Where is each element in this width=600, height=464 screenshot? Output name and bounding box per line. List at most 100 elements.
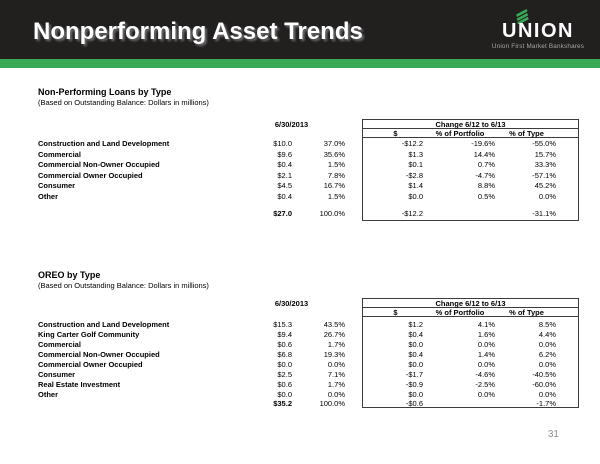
cell-pct: 0.0% [327, 360, 345, 369]
table-row: Commercial Non-Owner Occupied $0.4 1.5% $0.… [38, 160, 556, 171]
cell-label: King Carter Golf Community [38, 330, 140, 339]
cell-chg_type: 6.2% [538, 350, 556, 359]
table-row: Construction and Land Development $10.0 37… [38, 139, 556, 150]
cell-amount: $0.6 [277, 340, 292, 349]
cell-chg_portfolio: 0.5% [477, 191, 495, 201]
section-title: OREO by Type [38, 270, 101, 280]
col-header-dollar: $ [393, 129, 398, 138]
cell-amount: $0.6 [277, 380, 292, 389]
page-number: 31 [547, 429, 559, 440]
cell-pct: 0.0% [327, 390, 345, 399]
cell-chg_portfolio: 0.0% [477, 390, 495, 399]
cell-amount: $4.5 [277, 181, 292, 190]
change-column-headers: $ % of Portfolio % of Type [363, 129, 578, 138]
table-row: Commercial Owner Occupied $0.0 0.0% $0.0 0.0… [38, 360, 556, 370]
table-row: Construction and Land Development $15.3 43… [38, 320, 556, 330]
cell-chg_portfolio: 1.6% [477, 330, 495, 339]
cell-chg_type: 4.4% [538, 330, 556, 339]
cell-pct: 7.1% [327, 370, 345, 379]
cell-label: Commercial Non-Owner Occupied [38, 160, 160, 169]
cell-label: Other [38, 390, 59, 399]
cell-chg_type: 15.7% [534, 149, 556, 159]
change-box: Change 6/12 to 6/13 $ % of Portfolio % o… [362, 298, 579, 408]
cell-pct: 19.3% [323, 350, 345, 359]
section-subtitle: (Based on Outstanding Balance: Dollars i… [38, 281, 209, 290]
cell-amount: $6.8 [277, 350, 292, 359]
col-header-pct-portfolio: % of Portfolio [435, 308, 485, 317]
cell-label: Commercial Non-Owner Occupied [38, 350, 160, 359]
cell-label: Consumer [38, 181, 76, 190]
cell-label: Commercial Owner Occupied [38, 170, 143, 180]
cell-chg_type: 0.0% [538, 340, 556, 349]
union-logo-tagline: Union First Market Bankshares [491, 43, 585, 50]
cell-chg_type: -40.5% [532, 370, 556, 379]
cell-total-amount: $27.0 [273, 209, 292, 218]
cell-amount: $0.0 [277, 360, 292, 369]
slide-header-bar: Nonperforming Asset Trends UNION Union F… [0, 0, 600, 59]
table-rows: Construction and Land Development $15.3 43… [38, 320, 556, 400]
table-row: Commercial $0.6 1.7% $0.0 0.0% 0.0% [38, 340, 556, 350]
table-rows: Construction and Land Development $10.0 37… [38, 139, 556, 202]
table-row: Commercial Non-Owner Occupied $6.8 19.3% $0… [38, 350, 556, 360]
cell-chg_type: 45.2% [534, 181, 556, 190]
section-subtitle: (Based on Outstanding Balance: Dollars i… [38, 98, 209, 107]
cell-pct: 26.7% [323, 330, 345, 339]
cell-amount: $0.4 [277, 160, 292, 169]
cell-label: Commercial [38, 149, 81, 159]
union-leaf-icon [516, 9, 529, 24]
cell-chg_amount: $0.0 [408, 390, 423, 399]
cell-chg_amount: $0.0 [408, 191, 423, 201]
cell-label: Commercial Owner Occupied [38, 360, 143, 369]
date-column-header: 6/30/2013 [274, 120, 309, 129]
cell-chg_amount: -$2.8 [405, 170, 423, 180]
cell-pct: 16.7% [323, 181, 345, 190]
accent-stripe [0, 59, 600, 68]
table-row: Consumer $4.5 16.7% $1.4 8.8% 45.2% [38, 181, 556, 192]
cell-amount: $2.1 [277, 170, 292, 180]
cell-chg_portfolio: -4.6% [475, 370, 495, 379]
section-title: Non-Performing Loans by Type [38, 87, 172, 97]
union-logo-text: UNION [502, 20, 574, 42]
change-box-title: Change 6/12 to 6/13 [363, 120, 578, 129]
section-nonperforming-loans: Non-Performing Loans by Type (Based on O… [0, 87, 600, 237]
table-row: Real Estate Investment $0.6 1.7% -$0.9 -2.5%… [38, 380, 556, 390]
table-row: Commercial Owner Occupied $2.1 7.8% -$2.8 -4… [38, 171, 556, 182]
cell-chg_amount: $1.2 [408, 320, 423, 329]
cell-chg_type: 0.0% [538, 390, 556, 399]
cell-label: Real Estate Investment [38, 380, 121, 389]
cell-pct: 35.6% [323, 149, 345, 159]
cell-chg_type: -55.0% [532, 139, 556, 148]
col-header-pct-type: % of Type [509, 308, 544, 317]
table-row: Commercial $9.6 35.6% $1.3 14.4% 15.7% [38, 150, 556, 161]
cell-amount: $15.3 [273, 320, 292, 329]
cell-amount: $10.0 [273, 139, 292, 148]
cell-label: Construction and Land Development [38, 320, 170, 329]
date-column-header: 6/30/2013 [274, 299, 309, 308]
cell-chg_portfolio: -4.7% [475, 170, 495, 180]
change-box: Change 6/12 to 6/13 $ % of Portfolio % o… [362, 119, 579, 221]
cell-pct: 37.0% [323, 139, 345, 148]
cell-pct: 1.5% [327, 191, 345, 201]
cell-label: Commercial [38, 340, 81, 349]
cell-total-amount: $35.2 [273, 399, 292, 408]
cell-chg_portfolio: -19.6% [471, 139, 495, 148]
table-row: King Carter Golf Community $9.4 26.7% $0.4 1… [38, 330, 556, 340]
table-row: Other $0.4 1.5% $0.0 0.5% 0.0% [38, 192, 556, 203]
cell-chg_amount: -$1.7 [405, 370, 423, 379]
section-oreo: OREO by Type (Based on Outstanding Balan… [0, 270, 600, 420]
cell-chg_portfolio: 0.7% [477, 160, 495, 169]
table-total-row: $27.0 100.0% -$12.2 -31.1% [38, 209, 556, 220]
col-header-pct-portfolio: % of Portfolio [435, 129, 485, 138]
union-logo: UNION Union First Market Bankshares [492, 6, 584, 54]
cell-total-chg-type: -31.1% [532, 209, 556, 218]
cell-chg_amount: $0.0 [408, 340, 423, 349]
cell-chg_type: 8.5% [538, 320, 556, 329]
cell-pct: 1.5% [327, 160, 345, 169]
cell-total-pct: 100.0% [319, 399, 345, 408]
cell-amount: $9.4 [277, 330, 292, 339]
cell-amount: $2.5 [277, 370, 292, 379]
cell-pct: 1.7% [327, 340, 345, 349]
cell-chg_type: -60.0% [532, 380, 556, 389]
col-header-pct-type: % of Type [509, 129, 544, 138]
cell-label: Other [38, 191, 59, 201]
